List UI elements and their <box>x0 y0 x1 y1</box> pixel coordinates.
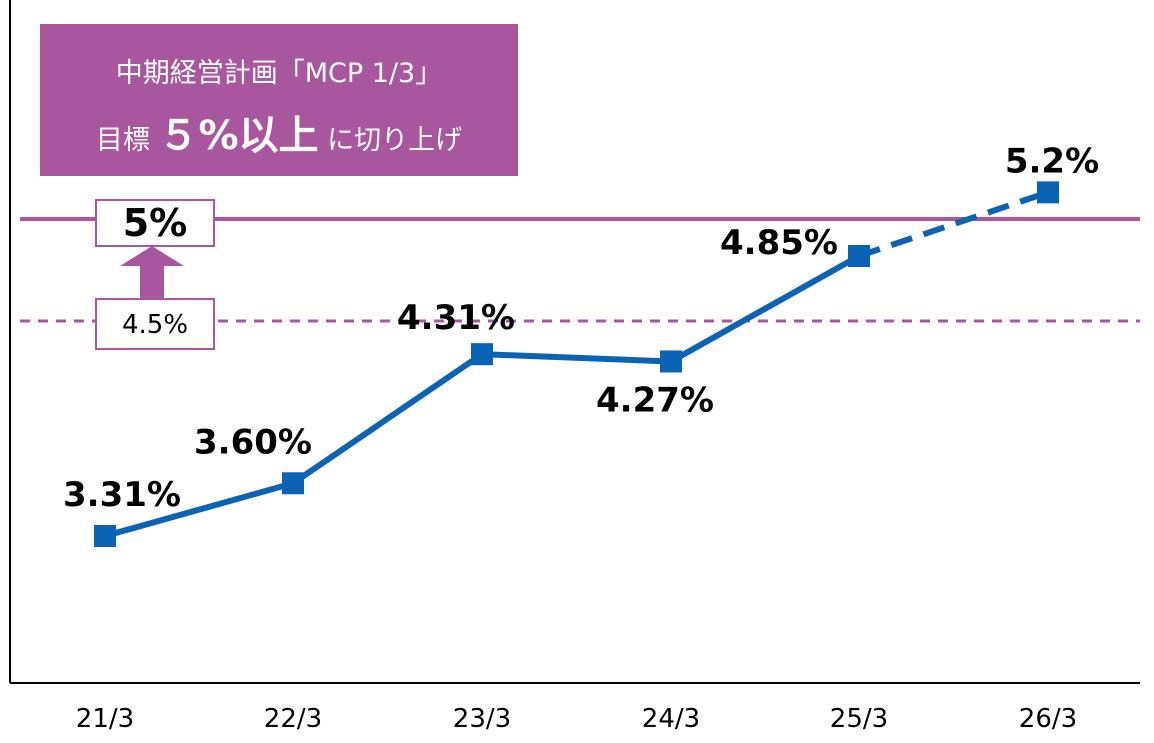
series-segment-5 <box>858 189 1049 259</box>
data-labels: 3.31% 3.60% 4.31% 4.27% 4.85% 5.2% <box>63 141 1099 515</box>
x-tick-23/3: 23/3 <box>453 704 511 734</box>
banner-title: 中期経営計画「MCP 1/3」 <box>115 58 443 89</box>
x-tick-26/3: 26/3 <box>1019 704 1077 734</box>
target-banner: 中期経営計画「MCP 1/3」 目標 ５%以上 に切り上げ <box>40 24 518 176</box>
data-label-24/3: 4.27% <box>596 380 714 420</box>
data-label-22/3: 3.60% <box>194 422 312 462</box>
banner-subtitle: 目標 ５%以上 に切り上げ <box>40 114 518 163</box>
x-tick-21/3: 21/3 <box>76 704 134 734</box>
series-segment-3 <box>481 351 672 365</box>
banner-suffix: に切り上げ <box>327 125 463 156</box>
banner-highlight: ５%以上 <box>158 113 319 159</box>
data-label-21/3: 3.31% <box>63 475 181 515</box>
x-tick-25/3: 25/3 <box>830 704 888 734</box>
old-target-label: 4.5% <box>95 298 215 350</box>
series-segment-1 <box>104 480 294 539</box>
chart-axes <box>9 0 1140 684</box>
target-raise-arrow <box>120 246 184 301</box>
series-markers <box>94 181 1059 547</box>
data-label-25/3: 4.85% <box>720 223 838 263</box>
arrow-head <box>120 246 184 266</box>
data-point-21/3 <box>94 525 116 547</box>
data-label-26/3: 5.2% <box>1005 141 1099 181</box>
data-point-26/3 <box>1037 181 1059 204</box>
data-point-23/3 <box>471 343 493 366</box>
x-tick-24/3: 24/3 <box>642 704 700 734</box>
series-segment-2 <box>291 351 484 486</box>
arrow-shaft <box>140 265 164 301</box>
data-label-23/3: 4.31% <box>397 298 515 338</box>
banner-prefix: 目標 <box>95 125 150 156</box>
series-segment-4 <box>669 253 861 365</box>
data-point-24/3 <box>660 350 682 373</box>
data-point-22/3 <box>282 472 304 495</box>
new-target-label: 5% <box>95 199 215 247</box>
x-tick-labels: 21/3 22/3 23/3 24/3 25/3 26/3 <box>76 704 1077 734</box>
series-line <box>104 189 1049 539</box>
data-point-25/3 <box>848 245 870 267</box>
x-tick-22/3: 22/3 <box>264 704 322 734</box>
